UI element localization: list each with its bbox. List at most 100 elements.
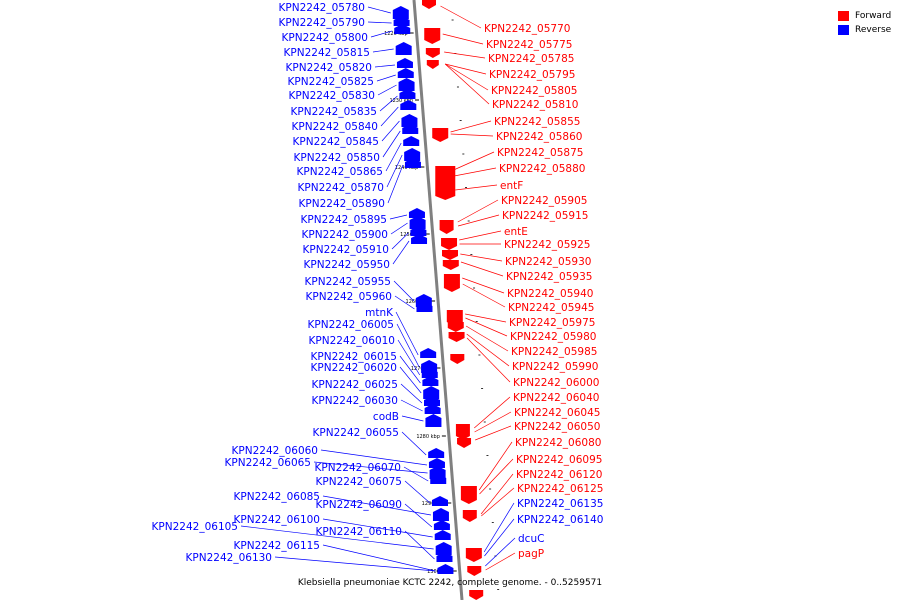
- legend-item-forward: Forward: [838, 9, 891, 23]
- forward-gene-label: KPN2242_06050: [514, 421, 600, 433]
- reverse-leader: [374, 64, 395, 68]
- forward-leader: [465, 317, 508, 337]
- reverse-gene-label: KPN2242_06005: [308, 319, 394, 331]
- forward-leader: [440, 5, 482, 29]
- reverse-gene-label: KPN2242_06090: [316, 499, 402, 511]
- reverse-leader: [403, 466, 429, 482]
- forward-leader: [444, 63, 489, 91]
- reverse-gene-label: KPN2242_05955: [305, 276, 391, 288]
- forward-leader: [485, 537, 516, 567]
- reverse-gene-label: KPN2242_06070: [315, 462, 401, 474]
- forward-leader: [481, 487, 515, 517]
- forward-leader: [460, 261, 504, 277]
- reverse-gene-label: KPN2242_05950: [304, 259, 390, 271]
- forward-leader: [455, 184, 498, 191]
- forward-gene-label: KPN2242_06040: [513, 392, 599, 404]
- legend: Forward Reverse: [838, 9, 891, 37]
- reverse-gene: [399, 89, 416, 99]
- reverse-gene-label: KPN2242_05840: [292, 121, 378, 133]
- forward-leader: [462, 277, 505, 294]
- reverse-gene: [420, 348, 437, 358]
- scale-tick-label: 1280 kbp: [416, 434, 440, 440]
- reverse-gene: [398, 78, 415, 91]
- reverse-gene: [401, 114, 418, 127]
- reverse-gene-label: KPN2242_06130: [186, 552, 272, 564]
- reverse-leader: [400, 399, 423, 412]
- forward-gene-label: KPN2242_06135: [517, 498, 603, 510]
- reverse-leader: [401, 415, 424, 422]
- forward-gene-label: KPN2242_05925: [504, 239, 590, 251]
- reverse-gene-label: codB: [373, 411, 399, 423]
- forward-gene: [443, 274, 460, 292]
- reverse-gene: [394, 24, 411, 34]
- genome-backbone: [412, 0, 464, 600]
- reverse-gene: [434, 530, 451, 540]
- forward-gene: [462, 510, 477, 522]
- reverse-gene-label: KPN2242_06085: [234, 491, 320, 503]
- forward-gene-label: KPN2242_06045: [514, 407, 600, 419]
- reverse-leader: [395, 311, 419, 356]
- forward-leader: [484, 518, 515, 557]
- forward-gene: [455, 424, 470, 440]
- reverse-gene: [400, 100, 417, 110]
- reverse-gene: [422, 376, 439, 386]
- reverse-leader: [399, 366, 422, 394]
- reverse-gene-label: KPN2242_06060: [232, 445, 318, 457]
- reverse-gene-label: KPN2242_05890: [299, 198, 385, 210]
- forward-leader: [442, 33, 484, 45]
- forward-leader: [444, 51, 486, 59]
- reverse-leader: [401, 431, 427, 456]
- forward-gene-label: KPN2242_05930: [505, 256, 591, 268]
- reverse-leader: [386, 154, 403, 188]
- forward-gene-label: KPN2242_05805: [491, 85, 577, 97]
- reverse-gene-label: KPN2242_05800: [282, 32, 368, 44]
- reverse-gene: [402, 124, 419, 134]
- reverse-leader: [322, 544, 436, 572]
- forward-gene-label: entF: [500, 180, 523, 192]
- forward-gene: [450, 354, 465, 364]
- forward-gene: [448, 332, 465, 342]
- reverse-leader: [322, 495, 432, 516]
- forward-gene-label: KPN2242_05975: [509, 317, 595, 329]
- reverse-leader: [396, 323, 420, 368]
- reverse-gene-label: KPN2242_06075: [316, 476, 402, 488]
- forward-leader: [457, 214, 500, 227]
- reverse-leader: [400, 383, 423, 404]
- forward-leader: [457, 199, 499, 223]
- forward-gene-label: KPN2242_06095: [516, 454, 602, 466]
- forward-gene-label: KPN2242_05770: [484, 23, 570, 35]
- reverse-gene-label: KPN2242_05830: [289, 90, 375, 102]
- forward-gene-label: KPN2242_05905: [501, 195, 587, 207]
- forward-leader: [454, 167, 497, 177]
- reverse-gene-label: KPN2242_05900: [302, 229, 388, 241]
- forward-leader: [466, 333, 510, 367]
- reverse-gene-label: KPN2242_06030: [312, 395, 398, 407]
- reverse-leader: [393, 280, 415, 302]
- forward-gene-label: KPN2242_05940: [507, 288, 593, 300]
- reverse-gene-label: KPN2242_05825: [288, 76, 374, 88]
- legend-forward-label: Forward: [855, 11, 892, 21]
- reverse-leader: [390, 222, 408, 235]
- reverse-leader: [377, 84, 397, 96]
- forward-gene: [441, 238, 458, 250]
- forward-leader: [475, 425, 512, 441]
- reverse-gene: [424, 396, 440, 406]
- forward-leader: [462, 283, 506, 308]
- forward-leader: [450, 133, 494, 137]
- reverse-gene-label: KPN2242_05820: [286, 62, 372, 74]
- legend-item-reverse: Reverse: [838, 23, 891, 37]
- reverse-gene: [416, 302, 433, 312]
- reverse-gene-label: KPN2242_05835: [291, 106, 377, 118]
- reverse-gene: [428, 458, 445, 468]
- forward-leader: [480, 473, 514, 515]
- forward-gene: [460, 486, 477, 504]
- forward-gene: [465, 548, 482, 562]
- leader-layer: [240, 5, 516, 572]
- reverse-gene: [424, 404, 441, 414]
- reverse-gene: [393, 16, 410, 26]
- reverse-gene-label: KPN2242_06025: [312, 379, 398, 391]
- forward-leader: [466, 337, 511, 383]
- forward-gene: [424, 28, 441, 44]
- forward-gene-label: KPN2242_05810: [492, 99, 578, 111]
